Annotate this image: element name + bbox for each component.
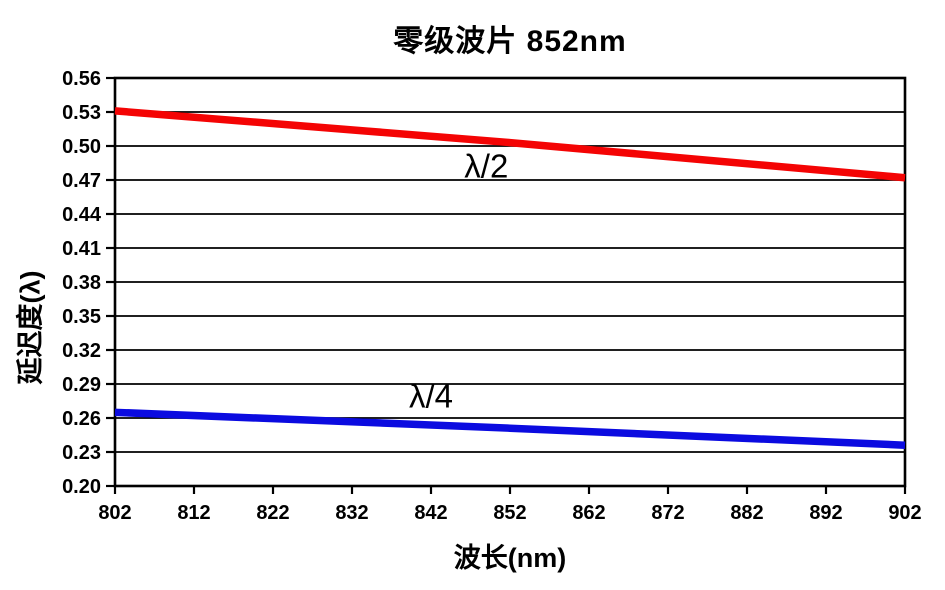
x-tick-label: 882	[730, 502, 763, 524]
series-line-half-wave	[114, 107, 906, 182]
x-tick-label: 802	[98, 502, 131, 524]
x-tick-label: 852	[493, 502, 526, 524]
x-tick-label: 812	[177, 502, 210, 524]
y-tick-label: 0.47	[62, 170, 101, 192]
series-label-quarter-wave: λ/4	[409, 377, 453, 414]
x-tick-label: 892	[809, 502, 842, 524]
x-tick-label: 872	[651, 502, 684, 524]
y-tick-label: 0.41	[62, 238, 101, 260]
y-tick-label: 0.23	[62, 442, 101, 464]
series-label-half-wave: λ/2	[464, 147, 508, 184]
y-tick-label: 0.38	[62, 272, 101, 294]
plot-border	[113, 76, 907, 488]
x-tick-label: 902	[888, 502, 921, 524]
y-tick-label: 0.29	[62, 374, 101, 396]
x-axis-title: 波长(nm)	[453, 543, 567, 573]
x-tick-label: 862	[572, 502, 605, 524]
y-tick-label: 0.26	[62, 408, 101, 430]
y-tick-label: 0.56	[62, 68, 101, 90]
x-tick-label: 822	[256, 502, 289, 524]
y-tick-label: 0.50	[62, 136, 101, 158]
y-tick-label: 0.32	[62, 340, 101, 362]
y-tick-label: 0.53	[62, 102, 101, 124]
series-line-quarter-wave	[114, 408, 906, 449]
chart-title: 零级波片 852nm	[393, 25, 627, 58]
x-tick-label: 832	[335, 502, 368, 524]
x-tick-label: 842	[414, 502, 447, 524]
y-tick-label: 0.44	[62, 204, 102, 226]
y-tick-label: 0.20	[62, 476, 101, 498]
y-tick-label: 0.35	[62, 306, 101, 328]
